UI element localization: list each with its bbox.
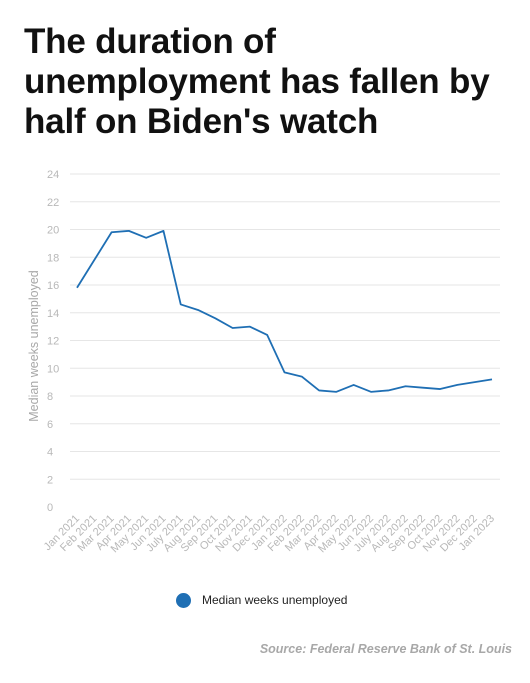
data-point[interactable]	[125, 227, 133, 235]
data-point[interactable]	[194, 306, 202, 314]
data-point[interactable]	[419, 384, 427, 392]
data-point[interactable]	[281, 368, 289, 376]
data-point[interactable]	[142, 234, 150, 242]
y-tick-label: 2	[47, 474, 53, 486]
y-tick-label: 4	[47, 447, 53, 459]
gridlines	[70, 173, 500, 480]
legend-swatch	[176, 592, 191, 608]
y-tick-label: 8	[47, 391, 53, 403]
data-point[interactable]	[436, 385, 444, 393]
y-tick-label: 22	[47, 197, 59, 209]
data-point[interactable]	[298, 373, 306, 381]
y-tick-label: 6	[47, 419, 53, 431]
data-point[interactable]	[367, 388, 375, 396]
y-tick-label: 12	[47, 336, 59, 348]
data-point[interactable]	[108, 228, 116, 236]
data-point[interactable]	[229, 324, 237, 332]
data-point[interactable]	[471, 378, 479, 386]
y-tick-label: 16	[47, 280, 59, 292]
data-point[interactable]	[315, 386, 323, 394]
data-point[interactable]	[350, 381, 358, 389]
data-point[interactable]	[177, 300, 185, 308]
data-point[interactable]	[332, 388, 340, 396]
y-tick-label: 24	[47, 169, 59, 181]
data-point[interactable]	[263, 331, 271, 339]
chart-title: The duration of unemployment has fallen …	[24, 22, 490, 141]
legend-label: Median weeks unemployed	[202, 593, 348, 607]
series-layer	[73, 227, 496, 396]
data-point[interactable]	[488, 375, 496, 383]
y-tick-label: 14	[47, 308, 59, 320]
y-tick-label: 18	[47, 252, 59, 264]
data-point[interactable]	[402, 382, 410, 390]
y-tick-label: 20	[47, 225, 59, 237]
y-tick-label: 0	[47, 502, 53, 514]
legend[interactable]: Median weeks unemployed	[176, 591, 347, 609]
y-axis-label: Median weeks unemployed	[27, 270, 41, 422]
data-point[interactable]	[453, 381, 461, 389]
source-note: Source: Federal Reserve Bank of St. Loui…	[259, 642, 512, 656]
data-point[interactable]	[211, 314, 219, 322]
data-point[interactable]	[73, 284, 81, 292]
data-point[interactable]	[384, 386, 392, 394]
data-point[interactable]	[246, 323, 254, 331]
data-point[interactable]	[90, 256, 98, 264]
data-point[interactable]	[159, 227, 167, 235]
series-line	[76, 229, 493, 393]
y-tick-label: 10	[47, 363, 59, 375]
